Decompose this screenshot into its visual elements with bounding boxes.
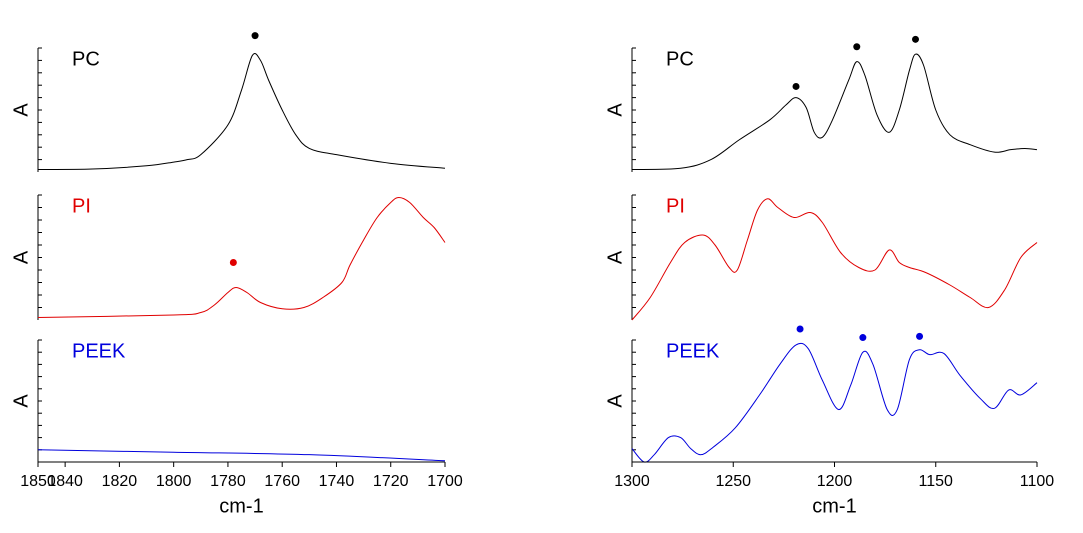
peak-marker xyxy=(796,325,804,333)
x-tick-label: 1780 xyxy=(210,473,246,490)
peak-marker xyxy=(251,32,259,40)
y-axis-label: A xyxy=(604,394,626,408)
peak-marker xyxy=(859,334,867,342)
spectrum-line xyxy=(631,198,1038,321)
y-axis-label: A xyxy=(604,103,626,117)
x-tick-label: 1700 xyxy=(427,473,463,490)
x-tick-label: 1720 xyxy=(373,473,409,490)
spectrum-line xyxy=(631,53,1038,171)
x-tick-label: 1840 xyxy=(47,473,83,490)
peak-marker xyxy=(916,332,924,340)
x-tick-label: 1820 xyxy=(102,473,138,490)
x-tick-label: 1740 xyxy=(319,473,355,490)
x-tick-label: 1100 xyxy=(1020,473,1055,490)
y-axis-label: A xyxy=(604,250,626,264)
peak-marker xyxy=(912,35,919,43)
spectrum-line xyxy=(37,449,446,462)
x-tick-label: 1760 xyxy=(264,473,300,490)
x-tick-label: 1300 xyxy=(614,473,650,490)
x-tick-label: 1800 xyxy=(156,473,192,490)
spectrum-line xyxy=(37,196,446,318)
peak-marker xyxy=(853,43,861,51)
peak-marker xyxy=(229,259,237,266)
x-tick-label: 1200 xyxy=(817,473,853,490)
series-label: PI xyxy=(72,195,91,217)
x-axis-label: cm-1 xyxy=(812,495,856,517)
spectrum-line xyxy=(631,342,1038,463)
y-axis-label: A xyxy=(10,394,32,408)
series-label: PEEK xyxy=(72,340,126,362)
x-tick-label: 1150 xyxy=(919,473,954,490)
y-axis-label: A xyxy=(10,103,32,117)
peak-marker xyxy=(792,82,800,90)
series-label: PC xyxy=(72,48,100,70)
series-label: PI xyxy=(666,195,685,217)
spectrum-line xyxy=(37,53,446,171)
x-tick-label: 1850 xyxy=(20,473,56,490)
x-axis-label: cm-1 xyxy=(219,495,263,517)
y-axis-label: A xyxy=(10,250,32,264)
series-label: PC xyxy=(666,48,694,70)
x-tick-label: 1250 xyxy=(715,473,751,490)
series-label: PEEK xyxy=(666,340,720,362)
